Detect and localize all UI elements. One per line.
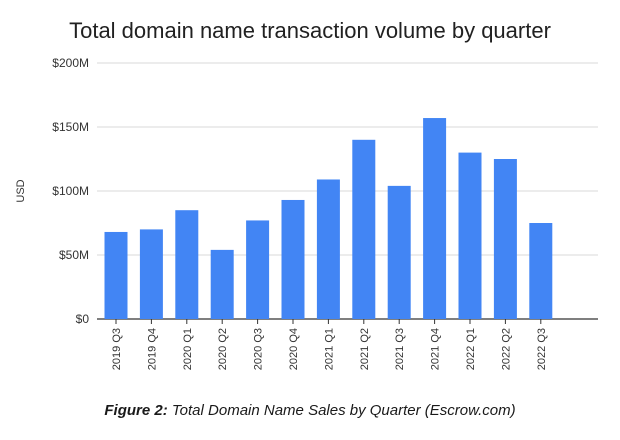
bar-2021-q2 bbox=[352, 139, 376, 319]
bar-2021-q1 bbox=[316, 179, 340, 319]
bar-chart: $0 $50M $100M $150M $200M 2019 Q3 2019 Q4 2020… bbox=[15, 56, 598, 370]
gridlines bbox=[97, 62, 598, 320]
x-tick-label: 2022 Q1 bbox=[465, 328, 477, 370]
x-tick-label: 2021 Q3 bbox=[394, 328, 406, 370]
caption-text: Total Domain Name Sales by Quarter (Escr… bbox=[171, 402, 516, 419]
caption-label: Figure 2: bbox=[104, 402, 168, 419]
x-tick-label: 2020 Q4 bbox=[288, 328, 300, 370]
bar-2022-q3 bbox=[529, 223, 553, 319]
bar-2019-q3 bbox=[104, 231, 128, 319]
bar-2022-q2 bbox=[493, 159, 517, 319]
x-tick-label: 2021 Q1 bbox=[323, 328, 335, 370]
bar-2020-q2 bbox=[210, 249, 234, 319]
x-tick-label: 2020 Q3 bbox=[253, 328, 265, 370]
chart-title: Total domain name transaction volume by … bbox=[69, 18, 551, 43]
x-tick-label: 2022 Q2 bbox=[500, 328, 512, 370]
bar-2019-q4 bbox=[139, 229, 163, 319]
bar-2021-q3 bbox=[387, 185, 411, 319]
x-tick-label: 2019 Q4 bbox=[146, 328, 158, 370]
bar-2020-q4 bbox=[281, 199, 305, 319]
y-axis-label: USD bbox=[15, 179, 27, 202]
x-tick-label: 2020 Q1 bbox=[182, 328, 194, 370]
x-tick-label: 2022 Q3 bbox=[536, 328, 548, 370]
y-tick-label: $100M bbox=[52, 184, 89, 198]
y-tick-label: $150M bbox=[52, 120, 89, 134]
x-tick-label: 2021 Q2 bbox=[359, 328, 371, 370]
y-axis-ticks: $0 $50M $100M $150M $200M bbox=[52, 56, 89, 326]
y-tick-label: $50M bbox=[59, 248, 89, 262]
x-tick-label: 2020 Q2 bbox=[217, 328, 229, 370]
figure-caption: Figure 2: Total Domain Name Sales by Qua… bbox=[0, 402, 620, 419]
x-tick-label: 2021 Q4 bbox=[430, 328, 442, 370]
x-tick-label: 2019 Q3 bbox=[111, 328, 123, 370]
x-axis-ticks: 2019 Q3 2019 Q4 2020 Q1 2020 Q2 2020 Q3 2020 … bbox=[111, 319, 548, 370]
bars bbox=[104, 118, 553, 319]
bar-2020-q3 bbox=[246, 220, 270, 319]
y-tick-label: $0 bbox=[76, 312, 90, 326]
bar-2021-q4 bbox=[423, 118, 447, 319]
bar-2020-q1 bbox=[175, 210, 199, 319]
bar-2022-q1 bbox=[458, 152, 482, 319]
y-tick-label: $200M bbox=[52, 56, 89, 70]
